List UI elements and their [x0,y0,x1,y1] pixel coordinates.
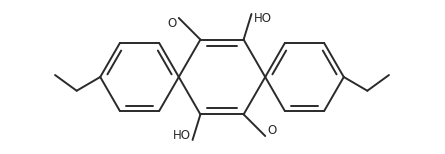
Text: O: O [168,17,177,30]
Text: O: O [267,124,276,137]
Text: HO: HO [254,12,271,25]
Text: HO: HO [173,129,190,142]
